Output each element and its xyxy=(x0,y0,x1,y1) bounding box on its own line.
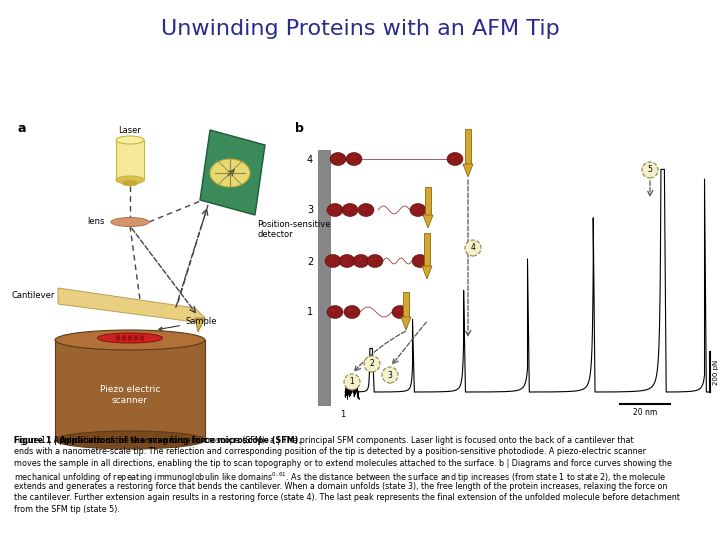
Bar xyxy=(116,140,144,180)
Bar xyxy=(318,150,330,405)
Ellipse shape xyxy=(328,258,334,261)
Ellipse shape xyxy=(327,204,343,217)
Text: b: b xyxy=(295,122,304,135)
Text: mechanical unfolding of repeating immunoglobulin like domains$^{0,61}$. As the d: mechanical unfolding of repeating immuno… xyxy=(14,470,667,485)
Ellipse shape xyxy=(371,258,377,261)
Polygon shape xyxy=(425,187,431,215)
Text: moves the sample in all directions, enabling the tip to scan topography or to ex: moves the sample in all directions, enab… xyxy=(14,459,672,468)
Ellipse shape xyxy=(356,258,362,261)
Ellipse shape xyxy=(395,308,401,312)
Text: 2: 2 xyxy=(369,360,374,368)
Ellipse shape xyxy=(333,156,339,159)
Circle shape xyxy=(465,240,481,256)
Text: extends and generates a restoring force that bends the cantilever. When a domain: extends and generates a restoring force … xyxy=(14,482,667,491)
Ellipse shape xyxy=(140,335,144,341)
Ellipse shape xyxy=(350,156,355,159)
Ellipse shape xyxy=(134,335,138,341)
Ellipse shape xyxy=(55,431,205,449)
Polygon shape xyxy=(195,318,205,332)
Ellipse shape xyxy=(392,306,408,319)
Ellipse shape xyxy=(346,206,351,210)
Polygon shape xyxy=(422,266,432,279)
Ellipse shape xyxy=(128,335,132,341)
Text: Unwinding Proteins with an AFM Tip: Unwinding Proteins with an AFM Tip xyxy=(161,19,559,39)
Bar xyxy=(55,340,205,440)
Ellipse shape xyxy=(339,254,355,267)
Text: 2: 2 xyxy=(307,257,313,267)
Ellipse shape xyxy=(415,258,421,261)
Text: 1: 1 xyxy=(350,377,354,387)
Text: Sample: Sample xyxy=(159,318,217,330)
Text: Cantilever: Cantilever xyxy=(12,292,55,300)
Text: 20 nm: 20 nm xyxy=(633,408,657,417)
Ellipse shape xyxy=(116,136,144,144)
Ellipse shape xyxy=(122,180,138,186)
Polygon shape xyxy=(58,288,205,322)
Ellipse shape xyxy=(348,308,354,312)
Polygon shape xyxy=(423,215,433,228)
Ellipse shape xyxy=(210,159,250,187)
Ellipse shape xyxy=(344,306,360,319)
Text: 1: 1 xyxy=(307,307,313,317)
Text: Position-sensitive
detector: Position-sensitive detector xyxy=(257,220,330,239)
Ellipse shape xyxy=(367,254,383,267)
Ellipse shape xyxy=(325,254,341,267)
Text: Figure 1 | Applications of the scanning force microscope (SFM). a | The principa: Figure 1 | Applications of the scanning … xyxy=(14,436,634,445)
Polygon shape xyxy=(403,292,409,317)
Text: a: a xyxy=(18,122,27,135)
Ellipse shape xyxy=(97,333,163,343)
Text: 4: 4 xyxy=(471,244,475,253)
Text: from the SFM tip (state 5).: from the SFM tip (state 5). xyxy=(14,505,120,514)
Text: 5: 5 xyxy=(647,165,652,174)
Ellipse shape xyxy=(116,335,120,341)
Ellipse shape xyxy=(410,204,426,217)
Ellipse shape xyxy=(330,308,336,312)
Text: Piezo electric
scanner: Piezo electric scanner xyxy=(100,386,160,404)
Polygon shape xyxy=(465,129,471,164)
Ellipse shape xyxy=(111,218,149,226)
Text: 3: 3 xyxy=(307,205,313,215)
Text: ends with a nanometre-scale tip. The reflection and corresponding position of th: ends with a nanometre-scale tip. The ref… xyxy=(14,448,646,456)
Circle shape xyxy=(382,367,398,383)
Polygon shape xyxy=(463,164,473,177)
Circle shape xyxy=(642,162,658,178)
Ellipse shape xyxy=(346,152,362,165)
Ellipse shape xyxy=(413,206,419,210)
Ellipse shape xyxy=(451,156,456,159)
Polygon shape xyxy=(200,130,265,215)
Text: the cantilever. Further extension again results in a restoring force (state 4). : the cantilever. Further extension again … xyxy=(14,494,680,503)
Ellipse shape xyxy=(342,204,358,217)
Ellipse shape xyxy=(343,258,348,261)
Ellipse shape xyxy=(330,152,346,165)
Text: lens: lens xyxy=(88,218,105,226)
Text: 3: 3 xyxy=(387,370,392,380)
Text: Figure 1 | Applications of the scanning force microscope (SFM).: Figure 1 | Applications of the scanning … xyxy=(14,436,302,445)
Ellipse shape xyxy=(122,335,126,341)
Text: 1: 1 xyxy=(341,410,346,419)
Ellipse shape xyxy=(55,330,205,350)
Ellipse shape xyxy=(447,152,463,165)
Text: 4: 4 xyxy=(307,155,313,165)
Polygon shape xyxy=(401,317,411,330)
Polygon shape xyxy=(424,233,430,266)
Ellipse shape xyxy=(330,206,336,210)
Text: Laser: Laser xyxy=(119,126,141,135)
Circle shape xyxy=(344,374,360,390)
Circle shape xyxy=(364,356,380,372)
Ellipse shape xyxy=(353,254,369,267)
Ellipse shape xyxy=(361,206,367,210)
Text: 200 pN: 200 pN xyxy=(713,360,719,384)
Ellipse shape xyxy=(358,204,374,217)
Ellipse shape xyxy=(327,306,343,319)
Ellipse shape xyxy=(116,176,144,184)
Ellipse shape xyxy=(412,254,428,267)
